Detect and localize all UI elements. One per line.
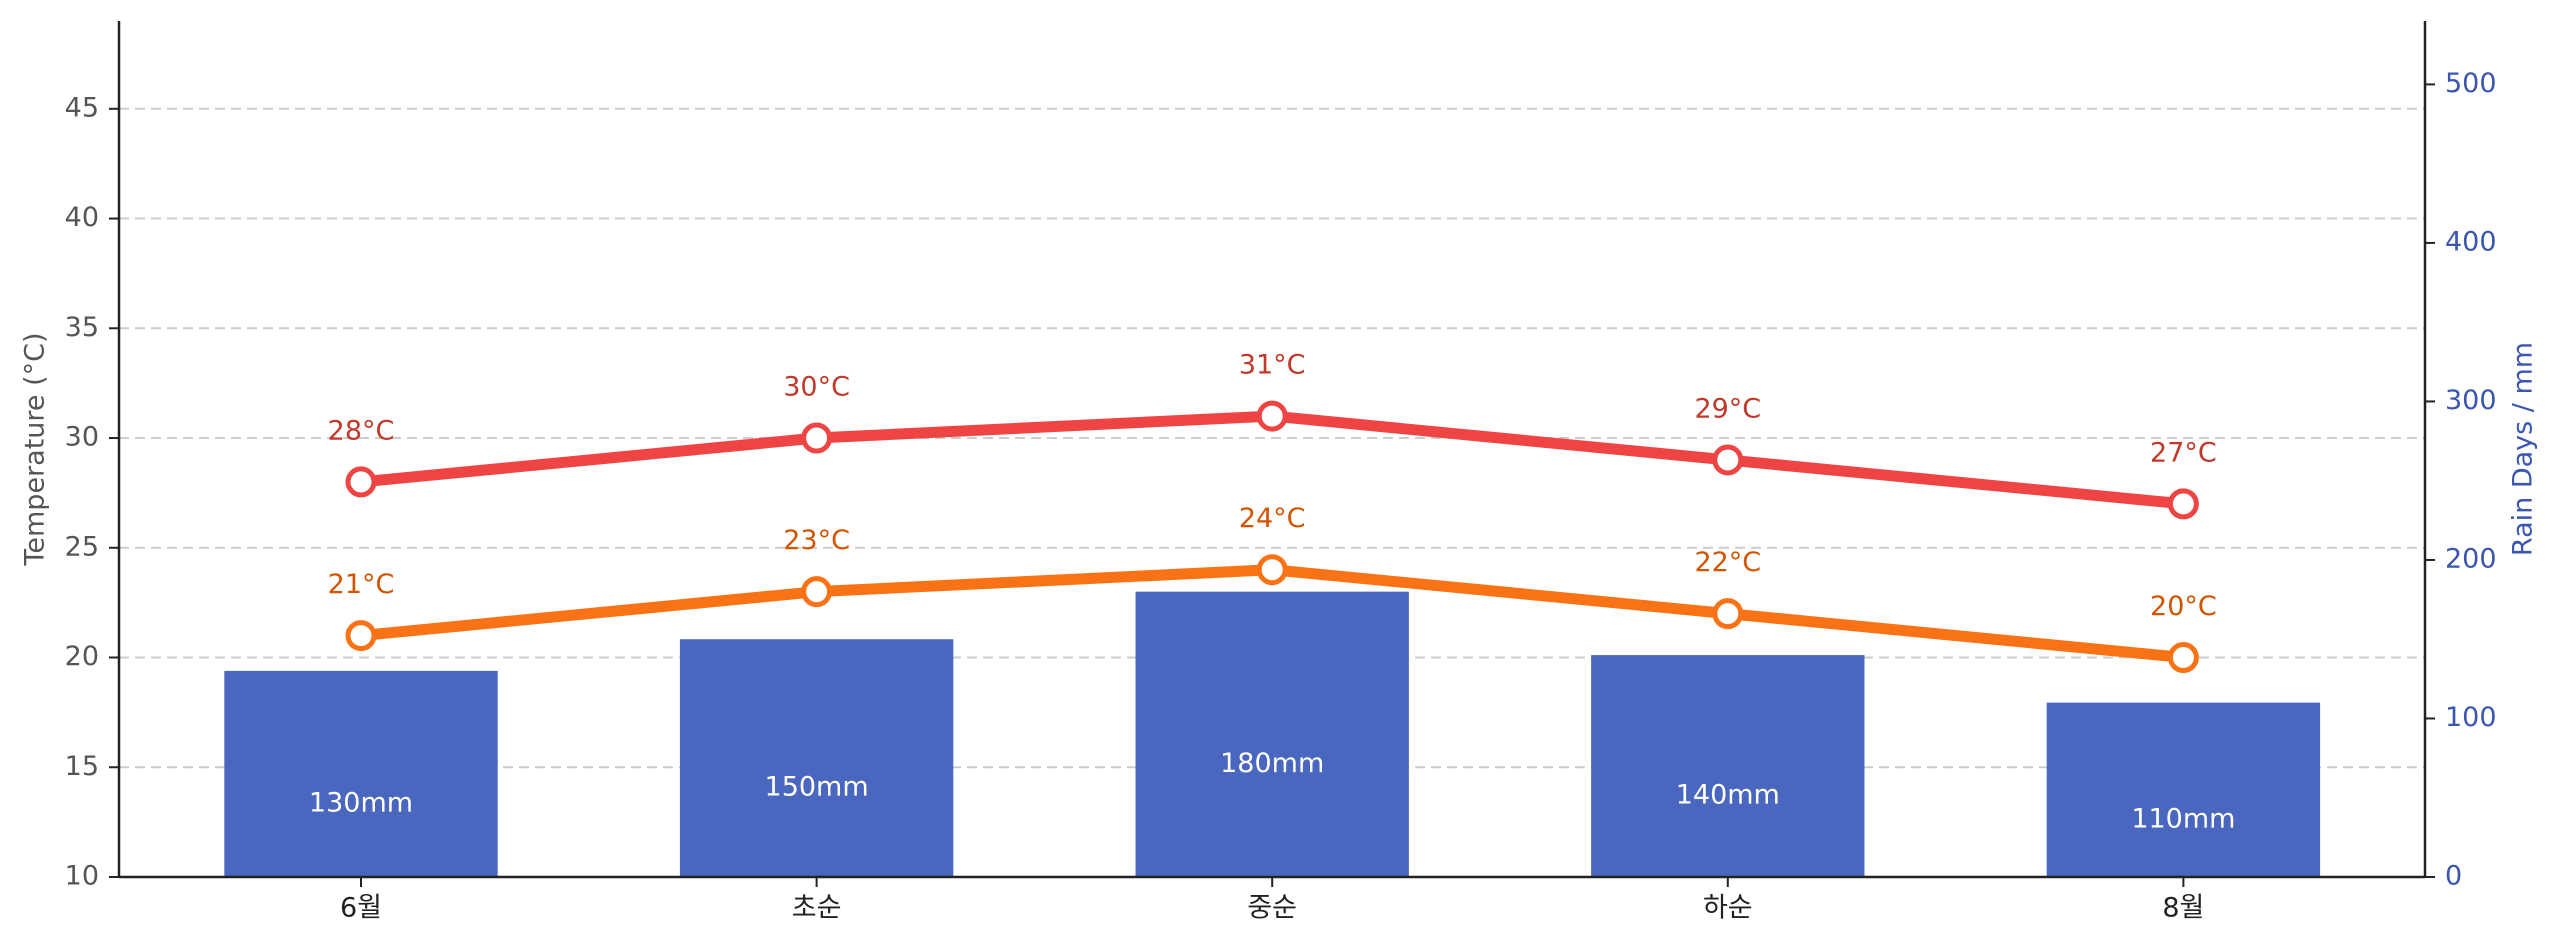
line-value-label: 31°C: [1239, 350, 1306, 381]
line-marker: [801, 576, 833, 608]
line-marker: [345, 466, 377, 498]
line-marker: [2167, 488, 2199, 520]
bar: [1135, 591, 1409, 877]
line-marker: [1712, 444, 1744, 476]
line-value-label: 30°C: [783, 372, 850, 403]
line-value-label: 20°C: [2150, 591, 2217, 622]
x-tick-label: 8월: [2162, 893, 2204, 924]
line-value-label: 22°C: [1694, 547, 1761, 578]
bar-value-label: 150mm: [765, 772, 869, 803]
y2-tick-label: 100: [2445, 702, 2497, 733]
y-tick-label: 20: [65, 641, 99, 672]
line-marker: [345, 620, 377, 652]
line-value-label: 21°C: [328, 569, 395, 600]
y-tick-label: 25: [65, 531, 99, 562]
y-axis-label: Temperature (°C): [20, 332, 51, 566]
x-tick-label: 6월: [340, 893, 382, 924]
line-marker: [801, 422, 833, 454]
y2-tick-label: 300: [2445, 385, 2497, 416]
line-marker: [1712, 598, 1744, 630]
bar: [679, 639, 954, 877]
y-tick-label: 35: [65, 312, 99, 343]
y2-tick-label: 400: [2445, 226, 2497, 257]
y2-tick-label: 200: [2445, 543, 2497, 574]
line-value-label: 27°C: [2150, 437, 2217, 468]
y2-tick-label: 0: [2445, 861, 2462, 892]
y-tick-label: 10: [65, 861, 99, 892]
y-tick-label: 45: [65, 92, 99, 123]
y-tick-label: 15: [65, 751, 99, 782]
line-marker: [2167, 642, 2199, 674]
line-marker: [1256, 554, 1288, 586]
bar-value-label: 110mm: [2131, 803, 2235, 834]
y2-axis-label: Rain Days / mm: [2508, 342, 2539, 556]
bar: [1591, 655, 1865, 877]
bar-value-label: 130mm: [309, 787, 413, 818]
bar-value-label: 180mm: [1220, 748, 1324, 779]
line-marker: [1256, 400, 1288, 432]
line-value-label: 29°C: [1694, 393, 1761, 424]
y-tick-label: 40: [65, 202, 99, 233]
x-tick-label: 하순: [1703, 893, 1753, 924]
line-value-label: 23°C: [783, 525, 850, 556]
x-tick-label: 중순: [1247, 893, 1297, 924]
bar-value-label: 140mm: [1676, 780, 1780, 811]
bar: [224, 670, 498, 877]
line-value-label: 24°C: [1239, 503, 1306, 534]
y2-tick-label: 500: [2445, 68, 2497, 99]
line-value-label: 28°C: [328, 415, 395, 446]
x-tick-label: 초순: [792, 893, 842, 924]
bar: [2046, 702, 2321, 877]
y-tick-label: 30: [65, 422, 99, 453]
